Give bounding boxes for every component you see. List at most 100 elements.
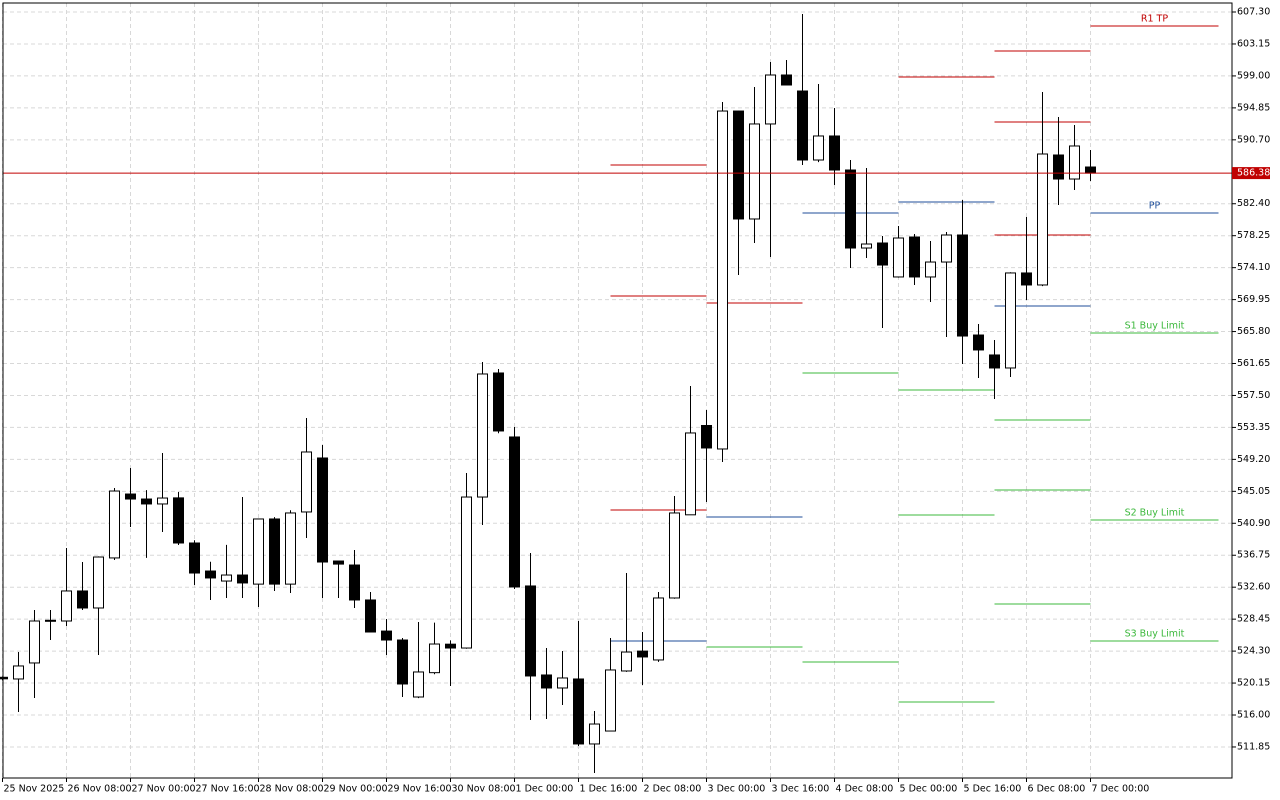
candle-body	[557, 677, 568, 689]
candle-body	[1037, 153, 1048, 286]
pivot-label: S1 Buy Limit	[1125, 321, 1185, 332]
candle-body	[429, 643, 440, 674]
y-tick-label: 594.85	[1237, 102, 1270, 113]
candle-body	[621, 651, 632, 672]
candle-body	[845, 169, 856, 249]
y-tick-label: 574.10	[1237, 262, 1270, 273]
y-tick-label: 565.80	[1237, 326, 1270, 337]
candle-body	[701, 424, 712, 449]
x-tick-label: 30 Nov 08:00	[452, 784, 516, 795]
candle-body	[173, 497, 184, 544]
candle-body	[77, 590, 88, 609]
candle-body	[797, 90, 808, 161]
candle-body	[941, 234, 952, 263]
candle-body	[925, 261, 936, 278]
y-tick-label: 511.85	[1237, 741, 1270, 752]
candle-body	[61, 590, 72, 622]
candle-body	[973, 334, 984, 351]
candle-body	[445, 643, 456, 649]
x-tick-label: 29 Nov 16:00	[388, 784, 452, 795]
y-tick-label: 520.15	[1237, 678, 1270, 689]
candle-body	[493, 372, 504, 432]
candle-body	[541, 674, 552, 689]
last-price-tag	[1232, 167, 1270, 180]
y-tick-label: 569.95	[1237, 294, 1270, 305]
y-tick-label: 561.65	[1237, 358, 1270, 369]
candle-body	[1005, 272, 1016, 369]
candle-body	[957, 234, 968, 337]
y-tick-label: 578.25	[1237, 230, 1270, 241]
candle-body	[461, 496, 472, 649]
pivot-label: S2 Buy Limit	[1125, 507, 1185, 518]
y-tick-label: 603.15	[1237, 38, 1270, 49]
y-tick-label: 607.30	[1237, 7, 1270, 18]
y-tick-label: 540.90	[1237, 518, 1270, 529]
candle-body	[317, 457, 328, 563]
candle-body	[477, 373, 488, 498]
candle-body	[333, 560, 344, 565]
grid	[2, 3, 1232, 778]
y-tick-label: 549.20	[1237, 454, 1270, 465]
candle-body	[125, 493, 136, 500]
candle-body	[349, 564, 360, 601]
x-tick-label: 27 Nov 00:00	[132, 784, 196, 795]
candle-body	[637, 650, 648, 658]
candle-body	[861, 243, 872, 249]
candle-body	[45, 619, 56, 622]
candle-body	[1021, 272, 1032, 286]
candle-body	[509, 436, 520, 588]
x-tick-label: 5 Dec 00:00	[900, 784, 958, 795]
candle-body	[253, 518, 264, 585]
candle-body	[733, 110, 744, 220]
candle-body	[573, 678, 584, 745]
candle-body	[605, 669, 616, 732]
plot: R1 TP PP S1 Buy Limit S2 Buy Limit S3 Buy Li…	[0, 14, 1232, 773]
x-tick-label: 6 Dec 08:00	[1028, 784, 1086, 795]
candle-body	[301, 451, 312, 513]
candle-body	[93, 556, 104, 609]
x-tick-label: 28 Nov 08:00	[260, 784, 324, 795]
candle-body	[269, 518, 280, 585]
candle-body	[205, 570, 216, 579]
pivot-label: R1 TP	[1141, 14, 1168, 25]
candle-body	[525, 585, 536, 677]
candle-body	[877, 242, 888, 266]
x-tick-label: 29 Nov 00:00	[324, 784, 388, 795]
candle-body	[141, 498, 152, 505]
last-price-label: 586.38	[1237, 168, 1270, 179]
x-tick-label: 4 Dec 08:00	[836, 784, 894, 795]
candle-body	[413, 671, 424, 698]
x-tick-label: 1 Dec 00:00	[516, 784, 574, 795]
axes: 607.30 603.15 599.00 594.85 590.70 582.40 578.…	[2, 7, 1270, 795]
candle-body	[717, 110, 728, 450]
candle-body	[285, 512, 296, 585]
x-tick-label: 3 Dec 16:00	[772, 784, 830, 795]
candle-body	[1085, 166, 1096, 174]
x-tick-label: 7 Dec 00:00	[1092, 784, 1150, 795]
y-tick-label: 553.35	[1237, 422, 1270, 433]
candle-body	[157, 497, 168, 505]
candle-body	[13, 665, 24, 680]
candle-body	[189, 542, 200, 574]
candle-body	[829, 135, 840, 171]
plot-frame	[2, 2, 1233, 779]
candle-body	[397, 639, 408, 685]
candle-body	[909, 236, 920, 278]
y-tick-label: 536.75	[1237, 550, 1270, 561]
candle-body	[749, 123, 760, 220]
pivot-label: PP	[1149, 200, 1161, 211]
x-tick-label: 3 Dec 00:00	[708, 784, 766, 795]
x-tick-label: 26 Nov 08:00	[68, 784, 132, 795]
y-tick-label: 590.70	[1237, 134, 1270, 145]
candle-body	[381, 630, 392, 641]
candle-body	[237, 574, 248, 584]
y-tick-label: 532.60	[1237, 582, 1270, 593]
candle-body	[989, 354, 1000, 369]
candle-body	[653, 597, 664, 661]
y-tick-label: 516.00	[1237, 710, 1270, 721]
candle-body	[365, 599, 376, 633]
candle-body	[0, 676, 8, 680]
y-tick-label: 557.50	[1237, 390, 1270, 401]
